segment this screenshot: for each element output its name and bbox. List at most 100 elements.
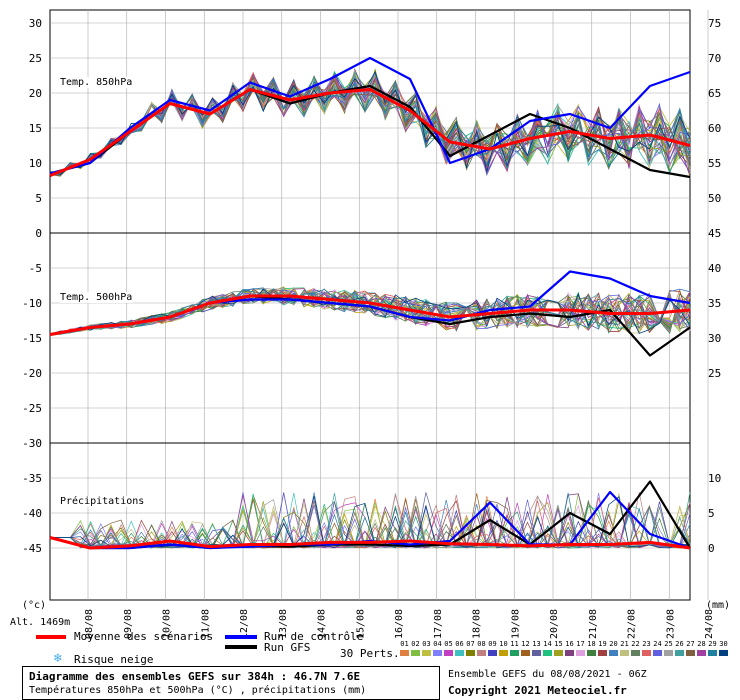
- member-swatch: [543, 650, 552, 656]
- chart-subtitle: Températures 850hPa et 500hPa (°C) , pré…: [29, 685, 367, 696]
- member-legend-item: 24: [652, 640, 663, 656]
- member-legend-item: 27: [685, 640, 696, 656]
- member-legend-item: 09: [487, 640, 498, 656]
- right-tick-label: 0: [708, 542, 715, 555]
- altitude-label: Alt. 1469m: [10, 617, 71, 628]
- series-mean-panel-2: [49, 294, 691, 336]
- member-number: 16: [565, 640, 574, 648]
- date-label: 14/08: [317, 609, 328, 639]
- unit-left: (°c): [22, 600, 47, 611]
- left-tick-label: -35: [22, 472, 42, 485]
- left-tick-label: 15: [29, 122, 42, 135]
- member-legend-item: 21: [619, 640, 630, 656]
- member-swatch: [642, 650, 651, 656]
- series-mean-panel-1: [49, 88, 691, 177]
- member-number: 29: [708, 640, 717, 648]
- member-number: 19: [598, 640, 607, 648]
- member-number: 27: [686, 640, 695, 648]
- date-label: 08/08: [84, 609, 95, 639]
- member-legend-item: 23: [641, 640, 652, 656]
- left-tick-label: 5: [35, 192, 42, 205]
- member-number: 18: [587, 640, 596, 648]
- member-legend-item: 19: [597, 640, 608, 656]
- member-legend-item: 08: [476, 640, 487, 656]
- member-number: 02: [411, 640, 420, 648]
- right-tick-label: 25: [708, 367, 721, 380]
- legend-control-label: Run de contrôle: [264, 630, 364, 643]
- date-label: 09/08: [123, 609, 134, 639]
- left-tick-label: -25: [22, 402, 42, 415]
- member-legend-item: 15: [553, 640, 564, 656]
- member-legend-item: 30: [718, 640, 729, 656]
- right-tick-label: 75: [708, 17, 721, 30]
- member-legend-item: 02: [410, 640, 421, 656]
- member-number: 15: [554, 640, 563, 648]
- panel-title-850: Temp. 850hPa: [60, 77, 133, 88]
- member-number: 05: [444, 640, 453, 648]
- date-label: 24/08: [704, 609, 715, 639]
- left-tick-label: 0: [35, 227, 42, 240]
- member-number: 08: [477, 640, 486, 648]
- legend-gfs-line: [225, 645, 257, 649]
- member-number: 26: [675, 640, 684, 648]
- date-label: 15/08: [355, 609, 366, 639]
- member-swatch: [422, 650, 431, 656]
- copyright: Copyright 2021 Meteociel.fr: [448, 684, 627, 697]
- member-swatch: [532, 650, 541, 656]
- member-number: 12: [521, 640, 530, 648]
- member-swatch: [488, 650, 497, 656]
- panel-title-500: Temp. 500hPa: [60, 292, 133, 303]
- member-line-precip: [50, 500, 691, 549]
- member-legend-item: 04: [432, 640, 443, 656]
- left-tick-label: -45: [22, 542, 42, 555]
- member-legend-item: 26: [674, 640, 685, 656]
- member-number: 28: [697, 640, 706, 648]
- left-tick-label: -40: [22, 507, 42, 520]
- date-label: 19/08: [510, 609, 521, 639]
- left-tick-label: -20: [22, 367, 42, 380]
- right-tick-label: 5: [708, 507, 715, 520]
- member-legend-item: 11: [509, 640, 520, 656]
- member-line-precip: [50, 495, 691, 549]
- member-legend-item: 12: [520, 640, 531, 656]
- member-legend-item: 06: [454, 640, 465, 656]
- date-label: 18/08: [472, 609, 483, 639]
- date-label: 16/08: [394, 609, 405, 639]
- right-tick-label: 40: [708, 262, 721, 275]
- snow-icon: ❄: [54, 651, 62, 666]
- left-tick-label: -10: [22, 297, 42, 310]
- member-swatch: [609, 650, 618, 656]
- member-swatch: [433, 650, 442, 656]
- date-label: 12/08: [239, 609, 250, 639]
- legend-gfs-label: Run GFS: [264, 641, 311, 654]
- member-swatch: [587, 650, 596, 656]
- member-legend-item: 13: [531, 640, 542, 656]
- right-tick-label: 30: [708, 332, 721, 345]
- member-number: 20: [609, 640, 618, 648]
- member-swatch: [686, 650, 695, 656]
- member-legend-item: 14: [542, 640, 553, 656]
- member-legend: 01 02 03 04 05 06 07 08 09 10 11 12 13 14 15 16 17 18 19 20…: [399, 640, 733, 660]
- series-control-panel-1: [49, 56, 691, 175]
- member-swatch: [708, 650, 717, 656]
- member-swatch: [598, 650, 607, 656]
- member-swatch: [697, 650, 706, 656]
- member-swatch: [554, 650, 563, 656]
- member-swatch: [565, 650, 574, 656]
- member-number: 25: [664, 640, 673, 648]
- date-label: 10/08: [162, 609, 173, 639]
- left-tick-label: 25: [29, 52, 42, 65]
- legend-mean-label: Moyenne des scénarios: [74, 630, 214, 643]
- member-legend-item: 17: [575, 640, 586, 656]
- member-number: 13: [532, 640, 541, 648]
- left-tick-label: -30: [22, 437, 42, 450]
- legend-control-line: [225, 635, 257, 639]
- date-label: 17/08: [433, 609, 444, 639]
- member-legend-item: 10: [498, 640, 509, 656]
- right-tick-label: 60: [708, 122, 721, 135]
- date-label: 21/08: [588, 609, 599, 639]
- series-mean-panel-3: [49, 536, 691, 550]
- member-number: 09: [488, 640, 497, 648]
- member-swatch: [411, 650, 420, 656]
